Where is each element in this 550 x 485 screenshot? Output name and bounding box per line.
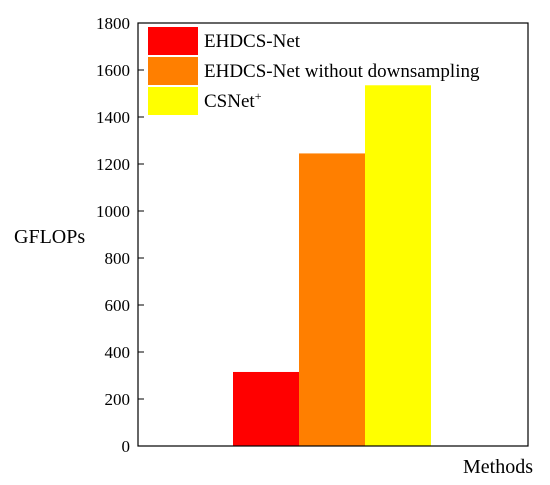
y-tick-label: 0 xyxy=(122,437,131,456)
legend-swatch xyxy=(148,87,198,115)
y-tick-label: 1800 xyxy=(96,14,130,33)
legend: EHDCS-Net EHDCS-Net without downsampling C… xyxy=(148,27,480,115)
y-axis-ticks: 0 200 400 600 800 1000 1200 1400 1600 1800 xyxy=(96,14,144,456)
legend-label: EHDCS-Net xyxy=(204,31,301,52)
y-tick-label: 1400 xyxy=(96,108,130,127)
bar-2 xyxy=(299,153,365,447)
y-tick-label: 1200 xyxy=(96,155,130,174)
legend-swatch xyxy=(148,27,198,55)
y-tick-label: 600 xyxy=(105,296,131,315)
legend-label: CSNet+ xyxy=(204,89,262,112)
bar-3 xyxy=(365,85,431,447)
y-tick-label: 1000 xyxy=(96,202,130,221)
y-axis-title: GFLOPs xyxy=(14,226,85,248)
legend-label-superscript: + xyxy=(255,89,262,103)
bars xyxy=(233,85,431,447)
x-axis-title: Methods xyxy=(463,456,533,478)
y-tick-label: 400 xyxy=(105,343,131,362)
bar-1 xyxy=(233,371,299,446)
plot-frame xyxy=(137,22,529,447)
legend-swatch xyxy=(148,57,198,85)
y-tick-label: 1600 xyxy=(96,61,130,80)
y-tick-label: 800 xyxy=(105,249,131,268)
legend-label: EHDCS-Net without downsampling xyxy=(204,61,480,82)
y-tick-label: 200 xyxy=(105,390,131,409)
